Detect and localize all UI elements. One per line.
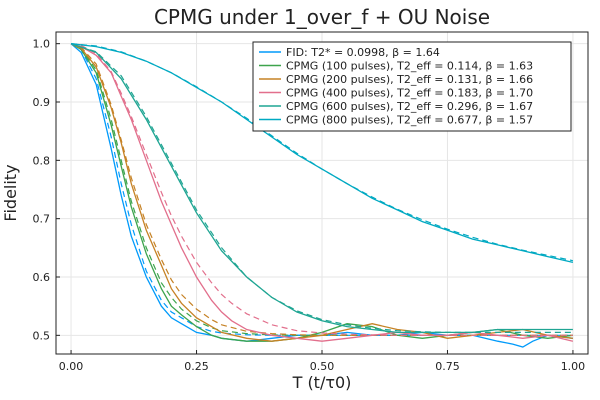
y-tick-label: 0.8 xyxy=(33,154,51,167)
y-tick-label: 0.6 xyxy=(33,271,51,284)
series-1-fit-line xyxy=(70,43,573,336)
legend-entry: CPMG (600 pulses), T2_eff = 0.296, β = 1… xyxy=(286,100,533,113)
x-tick-label: 0.00 xyxy=(59,360,84,373)
legend-entry: CPMG (100 pulses), T2_eff = 0.114, β = 1… xyxy=(286,60,533,73)
legend-entry: FID: T2* = 0.0998, β = 1.64 xyxy=(286,46,440,59)
y-tick-label: 1.0 xyxy=(33,38,51,51)
x-axis-label: T (t/τ0) xyxy=(292,373,352,392)
series-5-line xyxy=(70,43,573,334)
y-tick-label: 0.7 xyxy=(33,213,51,226)
axis-ticks: 0.00 0.25 0.50 0.75 1.00 0.5 0.6 0.7 0.8 0.9 1.0 xyxy=(33,38,586,373)
series-4-line xyxy=(70,43,574,342)
series-1-line xyxy=(70,43,573,348)
legend-entry: CPMG (800 pulses), T2_eff = 0.677, β = 1… xyxy=(286,114,533,127)
y-axis-label: Fidelity xyxy=(1,164,20,221)
series-5-fit-line xyxy=(70,43,573,333)
series-6-line xyxy=(71,43,574,264)
y-tick-label: 0.9 xyxy=(33,96,51,109)
x-tick-label: 0.75 xyxy=(435,360,460,373)
x-tick-label: 0.25 xyxy=(184,360,209,373)
series-3-line xyxy=(70,43,573,342)
series-4-fit-line xyxy=(70,43,573,336)
legend-entry: CPMG (400 pulses), T2_eff = 0.183, β = 1… xyxy=(286,87,533,100)
series-lines xyxy=(70,43,574,348)
y-tick-label: 0.5 xyxy=(33,329,51,342)
chart-title: CPMG under 1_over_f + OU Noise xyxy=(154,5,490,29)
x-tick-label: 1.00 xyxy=(561,360,586,373)
x-tick-label: 0.50 xyxy=(310,360,335,373)
legend-entry: CPMG (200 pulses), T2_eff = 0.131, β = 1… xyxy=(286,73,533,86)
legend-box xyxy=(252,41,572,132)
